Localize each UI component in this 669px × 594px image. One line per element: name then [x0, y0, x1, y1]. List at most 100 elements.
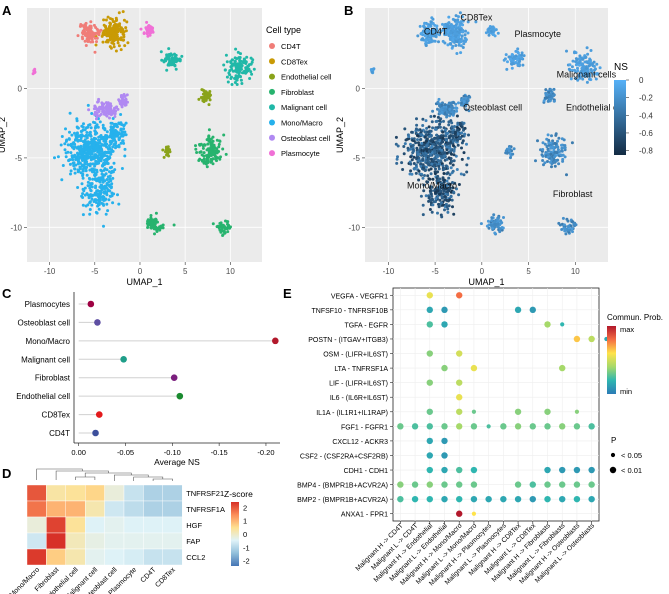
cell-point-mono-macro	[75, 131, 79, 135]
ns-point	[448, 146, 452, 150]
ns-point	[457, 15, 460, 19]
cell-point-mono-macro	[82, 144, 86, 148]
cell-point-fibroblast	[211, 162, 215, 166]
ns-point	[585, 67, 589, 70]
ns-point	[459, 122, 463, 126]
ns-point	[572, 222, 576, 226]
cell-point-mono-macro	[109, 135, 113, 139]
cell-point-mono-macro	[90, 203, 94, 207]
cell-point-cd8tex	[118, 22, 122, 26]
cell-point-fibroblast	[206, 161, 210, 165]
ns-point	[394, 135, 398, 139]
ns-point	[425, 143, 429, 147]
ns-point	[447, 120, 451, 124]
cell-point-malignant-cell	[173, 58, 177, 62]
x-tick-label: 5	[526, 267, 531, 276]
ns-point	[509, 156, 512, 160]
ns-point	[454, 27, 458, 31]
cell-point-mono-macro	[88, 168, 92, 172]
ns-point	[552, 160, 556, 164]
ns-point	[449, 42, 453, 46]
lollipop-dot-malignant-cell	[120, 355, 127, 363]
ns-point	[595, 62, 599, 66]
ns-point	[563, 155, 567, 159]
ns-point	[422, 183, 426, 187]
ns-point	[419, 164, 423, 168]
cell-point-cd8tex	[112, 20, 116, 24]
cell-point-mono-macro	[109, 121, 113, 125]
cell-point-mono-macro	[101, 173, 105, 177]
cell-point-cd4t	[80, 35, 84, 39]
ns-point	[435, 133, 439, 137]
category-label-cd4t: CD4T	[49, 429, 70, 438]
ns-point	[557, 162, 561, 166]
cell-point-mono-macro	[94, 210, 98, 214]
ns-point	[444, 128, 448, 132]
ns-point	[442, 183, 446, 187]
cell-point-mono-macro	[81, 203, 85, 207]
cell-point-mono-macro	[67, 137, 71, 141]
ns-point	[449, 23, 453, 26]
legend-label-plasmocyte: Plasmocyte	[281, 149, 320, 158]
cell-point-malignant-cell	[233, 81, 237, 84]
colorbar-tick-label: -0.2	[639, 94, 653, 103]
cell-point-fibroblast	[211, 135, 215, 139]
ns-point	[454, 130, 457, 134]
cell-point-mono-macro	[105, 193, 109, 197]
cell-point-cd8tex	[103, 29, 107, 33]
cell-point-endothelial-cell	[208, 98, 212, 102]
dendrogram-branch	[75, 476, 96, 480]
ns-point	[438, 122, 442, 126]
heatmap-row-label-tnfrsf21: TNFRSF21	[186, 489, 224, 498]
ns-point	[492, 213, 496, 217]
ns-point	[456, 132, 460, 136]
cell-point-mono-macro	[123, 147, 127, 151]
ns-point	[443, 195, 447, 198]
ns-point	[583, 74, 586, 78]
comm-dot-fgf1-fgfr1-3	[441, 423, 448, 430]
ns-point	[489, 223, 493, 227]
cell-point-fibroblast	[199, 150, 203, 154]
ns-point	[437, 151, 441, 155]
ns-point	[429, 172, 433, 176]
legend-swatch-cd8tex	[269, 58, 275, 65]
comm-dot-postn-itgav-itgb3-12	[573, 335, 581, 343]
ns-point	[561, 159, 565, 163]
ns-point	[440, 182, 444, 186]
legend-swatch-fibroblast	[269, 88, 275, 95]
ns-point	[486, 219, 490, 223]
cell-point-cd4t	[92, 23, 96, 27]
ns-point	[429, 20, 433, 24]
ns-point	[546, 160, 549, 163]
cell-point-mono-macro	[120, 134, 123, 138]
cell-point-mono-macro	[94, 191, 98, 195]
ns-point	[436, 211, 439, 215]
ns-point	[458, 39, 462, 43]
comm-dot-fgf1-fgfr1-6	[486, 424, 491, 429]
cell-point-mono-macro	[97, 179, 101, 183]
comm-dot-cdh1-cdh1-12	[573, 466, 581, 474]
ns-point	[445, 145, 449, 149]
cell-point-fibroblast	[207, 134, 211, 138]
cell-point-malignant-cell	[159, 50, 163, 54]
ns-point	[545, 137, 549, 141]
cell-point-fibroblast	[149, 214, 153, 217]
ns-point	[504, 149, 508, 153]
comm-dot-osm-lifr-il6st-2	[426, 350, 433, 357]
ns-point	[456, 121, 460, 125]
ns-point	[445, 179, 449, 183]
ns-point	[409, 169, 413, 173]
ns-point	[460, 134, 464, 138]
ns-point	[456, 138, 459, 142]
heatmap-col-label-cd4t: CD4T	[140, 566, 158, 584]
category-label-plasmocytes: Plasmocytes	[25, 300, 70, 309]
y-tick-label: -10	[348, 223, 360, 232]
cell-point-malignant-cell	[228, 73, 232, 77]
cell-point-fibroblast	[207, 128, 211, 132]
ns-point	[443, 103, 447, 107]
cell-point-cd8tex	[125, 20, 129, 24]
comm-dot-cdh1-cdh1-2	[426, 466, 433, 474]
cell-point-plasmocyte	[148, 28, 152, 32]
ns-point	[560, 143, 563, 147]
category-label-osteoblast-cell: Osteoblast cell	[18, 318, 71, 327]
